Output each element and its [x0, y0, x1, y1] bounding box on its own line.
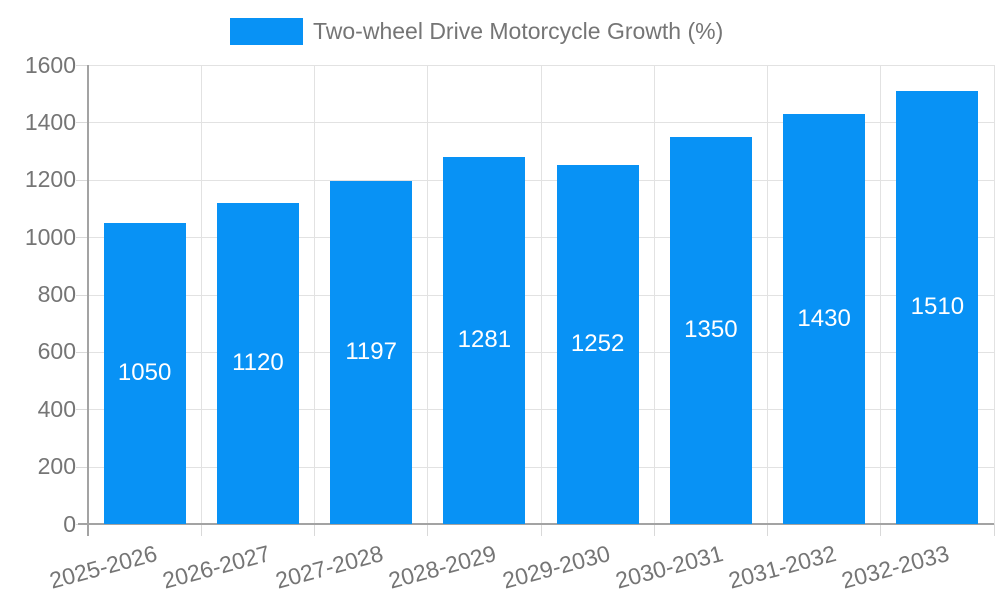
bar[interactable]: 1120: [216, 202, 299, 524]
legend-item[interactable]: Two-wheel Drive Motorcycle Growth (%): [230, 18, 723, 45]
y-axis-tick: [76, 179, 88, 181]
bar-value-label: 1252: [570, 330, 625, 358]
x-tick-label: 2027-2028: [272, 540, 386, 594]
x-axis-tick: [314, 524, 315, 536]
y-axis-tick: [76, 65, 88, 66]
x-tick-label: 2030-2031: [612, 540, 726, 594]
y-tick-label: 1400: [24, 108, 76, 135]
y-tick-label: 800: [37, 281, 76, 307]
x-axis-tick: [653, 524, 655, 536]
y-axis-tick: [76, 122, 88, 124]
bar[interactable]: 1050: [103, 222, 186, 524]
bar-value-label: 1350: [684, 316, 738, 344]
x-axis-line: [78, 523, 994, 525]
x-axis-tick: [200, 524, 202, 536]
bar-value-label: 1197: [345, 338, 397, 366]
y-tick-label: 1000: [24, 223, 76, 250]
plot-area: 1050 1120 1197 1281 1252 1350 1430 1510: [76, 65, 995, 536]
x-tick-label: 2025-2026: [46, 540, 160, 594]
x-tick-label: 2026-2027: [159, 540, 273, 594]
y-axis-tick: [76, 294, 88, 296]
y-axis-line: [87, 65, 89, 536]
bar-value-label: 1430: [797, 304, 851, 332]
bar[interactable]: 1430: [783, 113, 866, 524]
x-tick-label: 2028-2029: [386, 540, 500, 594]
y-tick-label: 600: [37, 338, 76, 365]
y-tick-label: 1200: [24, 166, 76, 193]
y-axis-tick: [76, 351, 88, 353]
x-axis-tick: [540, 524, 542, 536]
y-tick-label: 0: [63, 510, 76, 537]
y-tick-label: 400: [37, 395, 76, 422]
x-axis-tick: [880, 524, 882, 536]
bar[interactable]: 1350: [669, 136, 752, 524]
bar[interactable]: 1510: [896, 90, 979, 524]
bar-value-label: 1281: [457, 326, 512, 354]
x-tick-label: 2029-2030: [499, 540, 613, 594]
grid-line-vertical: [993, 65, 995, 524]
grid-line-vertical: [427, 65, 429, 524]
grid-line-vertical: [540, 65, 542, 524]
y-axis-tick: [76, 237, 88, 239]
legend-label: Two-wheel Drive Motorcycle Growth (%): [313, 18, 724, 44]
grid-line-vertical: [767, 65, 768, 524]
grid-line-vertical: [200, 65, 202, 524]
legend-swatch: [230, 18, 303, 45]
bar-value-label: 1120: [232, 349, 284, 377]
x-axis-tick: [993, 524, 995, 536]
grid-line-vertical: [880, 65, 882, 524]
x-tick-label: 2032-2033: [839, 540, 953, 594]
y-tick-label: 1600: [24, 51, 76, 78]
x-axis-tick: [427, 524, 429, 536]
grid-line-vertical: [314, 65, 315, 524]
y-axis-tick: [76, 466, 88, 468]
x-tick-label: 2031-2032: [725, 540, 839, 594]
y-tick-label: 200: [37, 453, 76, 480]
bar[interactable]: 1281: [443, 156, 526, 524]
y-axis-tick: [76, 409, 88, 411]
bar[interactable]: 1197: [330, 180, 413, 524]
grid-line-vertical: [653, 65, 655, 524]
x-axis-tick: [767, 524, 768, 536]
bar[interactable]: 1252: [556, 164, 639, 524]
bar-value-label: 1050: [117, 359, 172, 387]
bar-value-label: 1510: [910, 293, 965, 321]
